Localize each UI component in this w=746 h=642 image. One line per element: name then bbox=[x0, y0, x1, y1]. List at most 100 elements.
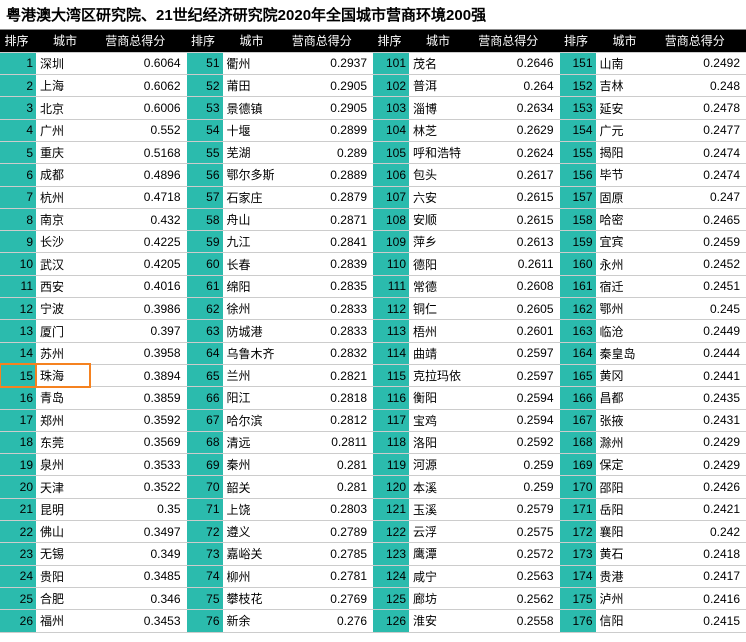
cell-rank: 25 bbox=[0, 587, 36, 609]
col-rank: 排序 bbox=[560, 30, 596, 52]
table-row: 123 鹰潭 0.2572 bbox=[373, 543, 560, 565]
cell-rank: 174 bbox=[560, 565, 596, 587]
cell-rank: 10 bbox=[0, 253, 36, 275]
table-row: 1 深圳 0.6064 bbox=[0, 52, 187, 74]
col-score: 营商总得分 bbox=[277, 30, 374, 52]
cell-rank: 102 bbox=[373, 75, 409, 97]
table-row: 3 北京 0.6006 bbox=[0, 97, 187, 119]
table-row: 23 无锡 0.349 bbox=[0, 543, 187, 565]
cell-rank: 168 bbox=[560, 431, 596, 453]
cell-score: 0.2646 bbox=[463, 52, 560, 74]
cell-rank: 12 bbox=[0, 298, 36, 320]
table-row: 103 淄博 0.2634 bbox=[373, 97, 560, 119]
cell-city: 成都 bbox=[36, 164, 90, 186]
cell-rank: 9 bbox=[0, 231, 36, 253]
cell-city: 克拉玛依 bbox=[409, 364, 463, 386]
table-row: 69 秦州 0.281 bbox=[187, 454, 374, 476]
table-row: 119 河源 0.259 bbox=[373, 454, 560, 476]
cell-score: 0.242 bbox=[650, 521, 746, 543]
cell-rank: 172 bbox=[560, 521, 596, 543]
table-row: 59 九江 0.2841 bbox=[187, 231, 374, 253]
cell-score: 0.2435 bbox=[650, 387, 746, 409]
cell-score: 0.3958 bbox=[90, 342, 187, 364]
table-row: 67 哈尔滨 0.2812 bbox=[187, 409, 374, 431]
cell-rank: 14 bbox=[0, 342, 36, 364]
cell-score: 0.264 bbox=[463, 75, 560, 97]
table-row: 113 梧州 0.2601 bbox=[373, 320, 560, 342]
table-row: 176 信阳 0.2415 bbox=[560, 610, 746, 632]
cell-city: 保定 bbox=[596, 454, 650, 476]
cell-city: 郑州 bbox=[36, 409, 90, 431]
table-row: 26 福州 0.3453 bbox=[0, 610, 187, 632]
cell-score: 0.2605 bbox=[463, 298, 560, 320]
cell-city: 玉溪 bbox=[409, 498, 463, 520]
table-row: 65 兰州 0.2821 bbox=[187, 364, 374, 386]
cell-city: 黄冈 bbox=[596, 364, 650, 386]
cell-rank: 16 bbox=[0, 387, 36, 409]
cell-city: 滁州 bbox=[596, 431, 650, 453]
table-row: 20 天津 0.3522 bbox=[0, 476, 187, 498]
cell-rank: 110 bbox=[373, 253, 409, 275]
table-row: 75 攀枝花 0.2769 bbox=[187, 587, 374, 609]
cell-city: 铜仁 bbox=[409, 298, 463, 320]
cell-rank: 117 bbox=[373, 409, 409, 431]
cell-city: 衡阳 bbox=[409, 387, 463, 409]
cell-score: 0.2905 bbox=[277, 97, 374, 119]
cell-score: 0.3497 bbox=[90, 521, 187, 543]
cell-rank: 17 bbox=[0, 409, 36, 431]
cell-score: 0.2832 bbox=[277, 342, 374, 364]
ranking-table: 排序 城市 营商总得分1 深圳 0.60642 上海 0.60623 北京 0.… bbox=[0, 30, 746, 633]
cell-city: 宝鸡 bbox=[409, 409, 463, 431]
table-row: 64 乌鲁木齐 0.2832 bbox=[187, 342, 374, 364]
cell-rank: 101 bbox=[373, 52, 409, 74]
cell-rank: 116 bbox=[373, 387, 409, 409]
table-row: 117 宝鸡 0.2594 bbox=[373, 409, 560, 431]
cell-score: 0.552 bbox=[90, 119, 187, 141]
col-city: 城市 bbox=[36, 30, 90, 52]
table-row: 9 长沙 0.4225 bbox=[0, 231, 187, 253]
cell-score: 0.3453 bbox=[90, 610, 187, 632]
cell-rank: 157 bbox=[560, 186, 596, 208]
cell-score: 0.2812 bbox=[277, 409, 374, 431]
cell-rank: 24 bbox=[0, 565, 36, 587]
cell-rank: 159 bbox=[560, 231, 596, 253]
cell-rank: 51 bbox=[187, 52, 223, 74]
cell-city: 常德 bbox=[409, 275, 463, 297]
table-row: 116 衡阳 0.2594 bbox=[373, 387, 560, 409]
cell-score: 0.2492 bbox=[650, 52, 746, 74]
cell-rank: 67 bbox=[187, 409, 223, 431]
cell-score: 0.2474 bbox=[650, 164, 746, 186]
cell-rank: 165 bbox=[560, 364, 596, 386]
cell-city: 昆明 bbox=[36, 498, 90, 520]
cell-city: 鄂尔多斯 bbox=[223, 164, 277, 186]
cell-city: 云浮 bbox=[409, 521, 463, 543]
table-row: 24 贵阳 0.3485 bbox=[0, 565, 187, 587]
table-row: 152 吉林 0.248 bbox=[560, 75, 746, 97]
cell-score: 0.2811 bbox=[277, 431, 374, 453]
table-row: 161 宿迁 0.2451 bbox=[560, 275, 746, 297]
table-row: 162 鄂州 0.245 bbox=[560, 298, 746, 320]
cell-score: 0.2477 bbox=[650, 119, 746, 141]
cell-score: 0.2441 bbox=[650, 364, 746, 386]
table-row: 66 阳江 0.2818 bbox=[187, 387, 374, 409]
cell-city: 绵阳 bbox=[223, 275, 277, 297]
cell-rank: 171 bbox=[560, 498, 596, 520]
cell-score: 0.5168 bbox=[90, 141, 187, 163]
table-row: 17 郑州 0.3592 bbox=[0, 409, 187, 431]
cell-score: 0.2449 bbox=[650, 320, 746, 342]
cell-city: 永州 bbox=[596, 253, 650, 275]
cell-city: 广州 bbox=[36, 119, 90, 141]
table-row: 172 襄阳 0.242 bbox=[560, 521, 746, 543]
cell-score: 0.2597 bbox=[463, 364, 560, 386]
cell-score: 0.2415 bbox=[650, 610, 746, 632]
cell-rank: 11 bbox=[0, 275, 36, 297]
cell-city: 河源 bbox=[409, 454, 463, 476]
cell-city: 张掖 bbox=[596, 409, 650, 431]
cell-score: 0.4016 bbox=[90, 275, 187, 297]
table-row: 156 毕节 0.2474 bbox=[560, 164, 746, 186]
cell-city: 深圳 bbox=[36, 52, 90, 74]
cell-rank: 22 bbox=[0, 521, 36, 543]
table-row: 25 合肥 0.346 bbox=[0, 587, 187, 609]
cell-rank: 3 bbox=[0, 97, 36, 119]
cell-city: 毕节 bbox=[596, 164, 650, 186]
